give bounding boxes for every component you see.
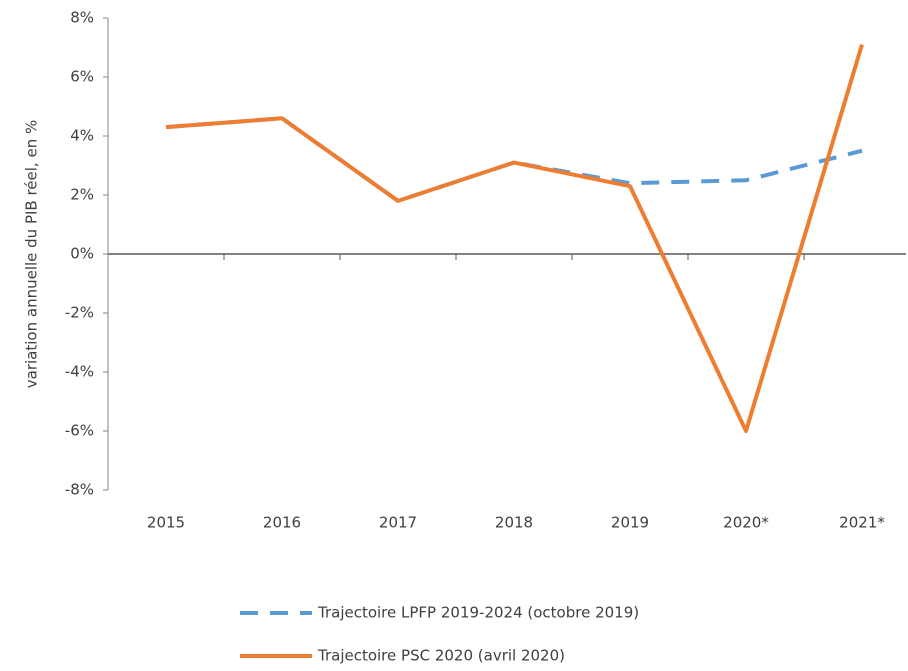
series-line	[165, 43, 864, 433]
y-tick-label: 2%	[70, 186, 94, 204]
x-tick-label: 2019	[611, 514, 649, 532]
y-tick-label: -4%	[65, 363, 94, 381]
legend-label: Trajectoire LPFP 2019-2024 (octobre 2019…	[317, 604, 639, 622]
y-tick-label: 4%	[70, 127, 94, 145]
y-tick-label: 0%	[70, 245, 94, 263]
legend-label: Trajectoire PSC 2020 (avril 2020)	[317, 647, 565, 665]
x-tick-label: 2020*	[723, 514, 769, 532]
y-tick-label: -6%	[65, 422, 94, 440]
x-tick-label: 2016	[263, 514, 301, 532]
series-line	[165, 116, 863, 203]
y-tick-label: -8%	[65, 481, 94, 499]
y-axis-label: variation annuelle du PIB réel, en %	[23, 120, 41, 388]
x-tick-label: 2017	[379, 514, 417, 532]
y-tick-label: 8%	[70, 9, 94, 27]
y-tick-label: -2%	[65, 304, 94, 322]
x-tick-label: 2018	[495, 514, 533, 532]
y-tick-label: 6%	[70, 68, 94, 86]
x-tick-label: 2021*	[839, 514, 885, 532]
x-tick-label: 2015	[147, 514, 185, 532]
